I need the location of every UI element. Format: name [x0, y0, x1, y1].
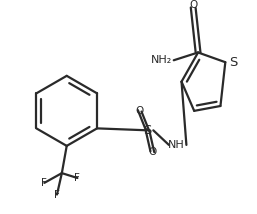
Text: O: O	[189, 0, 197, 10]
Text: S: S	[229, 56, 237, 69]
Text: S: S	[143, 124, 152, 137]
Text: F: F	[75, 173, 80, 183]
Text: NH₂: NH₂	[150, 55, 172, 65]
Text: O: O	[135, 106, 144, 116]
Text: NH: NH	[168, 140, 185, 150]
Text: O: O	[148, 147, 157, 157]
Text: F: F	[54, 190, 60, 199]
Text: F: F	[41, 178, 47, 188]
